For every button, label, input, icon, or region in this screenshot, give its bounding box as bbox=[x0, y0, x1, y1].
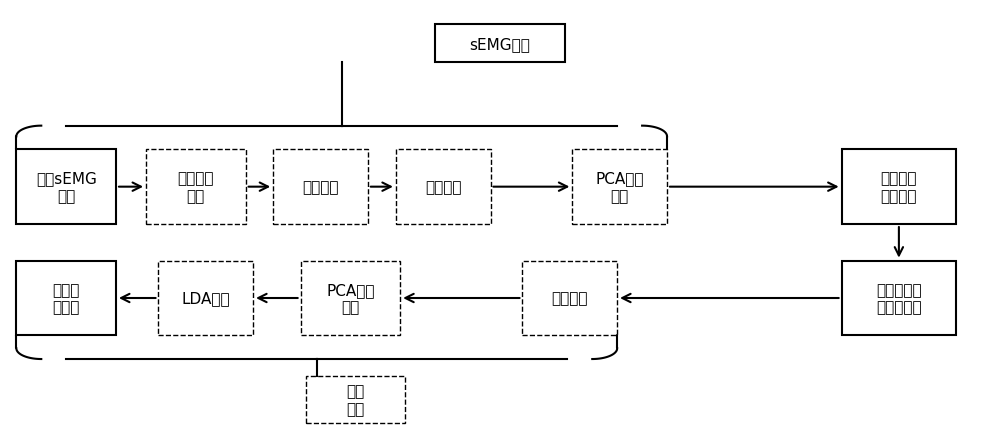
FancyBboxPatch shape bbox=[158, 261, 253, 336]
FancyBboxPatch shape bbox=[842, 261, 956, 336]
Text: sEMG分解: sEMG分解 bbox=[470, 37, 530, 52]
FancyBboxPatch shape bbox=[146, 150, 246, 224]
Text: 高斯混合
模型聚类: 高斯混合 模型聚类 bbox=[881, 171, 917, 203]
Text: PCA方法
降维: PCA方法 降维 bbox=[326, 282, 375, 314]
FancyBboxPatch shape bbox=[396, 150, 491, 224]
Text: LDA分类: LDA分类 bbox=[182, 291, 230, 306]
FancyBboxPatch shape bbox=[16, 150, 116, 224]
Text: 阈值计算: 阈值计算 bbox=[302, 180, 339, 195]
Text: PCA方法
降维: PCA方法 降维 bbox=[595, 171, 644, 203]
FancyBboxPatch shape bbox=[273, 150, 368, 224]
FancyBboxPatch shape bbox=[435, 25, 565, 63]
Text: 运动单元动
作电位序列: 运动单元动 作电位序列 bbox=[876, 282, 922, 314]
Text: 采集sEMG
信号: 采集sEMG 信号 bbox=[36, 171, 97, 203]
FancyBboxPatch shape bbox=[306, 376, 405, 423]
FancyBboxPatch shape bbox=[842, 150, 956, 224]
FancyBboxPatch shape bbox=[16, 261, 116, 336]
Text: 手部动
作识别: 手部动 作识别 bbox=[53, 282, 80, 314]
Text: 二阶差分
滤波: 二阶差分 滤波 bbox=[178, 171, 214, 203]
FancyBboxPatch shape bbox=[301, 261, 400, 336]
Text: 动作
识别: 动作 识别 bbox=[346, 384, 365, 416]
FancyBboxPatch shape bbox=[522, 261, 617, 336]
FancyBboxPatch shape bbox=[572, 150, 667, 224]
Text: 特征提取: 特征提取 bbox=[552, 291, 588, 306]
Text: 尖峰检测: 尖峰检测 bbox=[425, 180, 461, 195]
